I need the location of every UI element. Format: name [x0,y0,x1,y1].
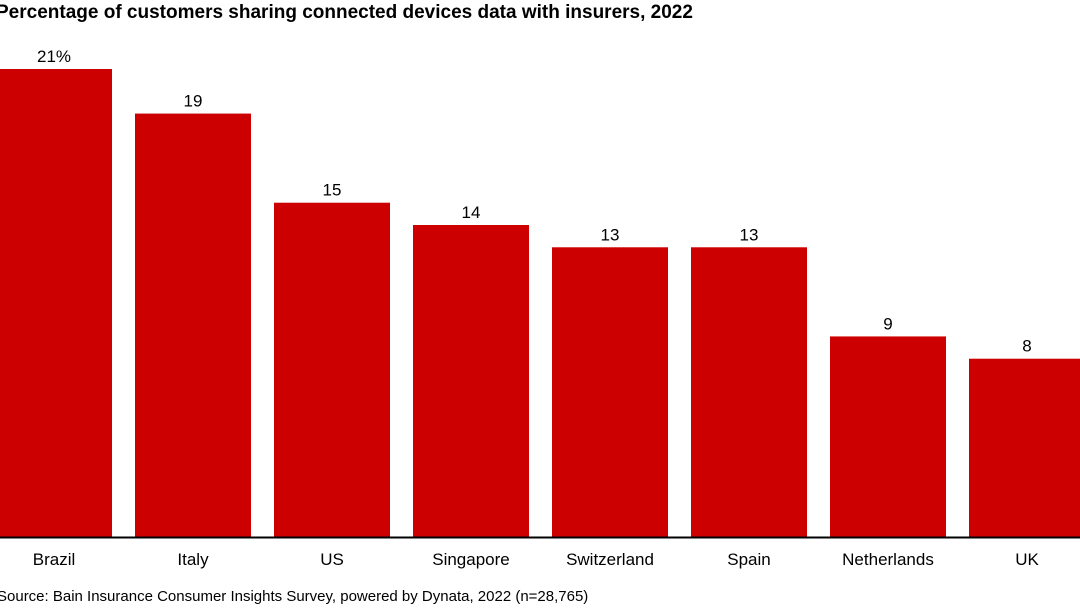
data-label: 19 [184,92,203,111]
bar-uk [969,358,1080,537]
data-label: 21% [37,47,71,66]
x-tick-label: US [320,550,344,569]
x-tick-label: Italy [177,550,209,569]
data-label: 8 [1022,337,1031,356]
data-label: 9 [883,314,892,333]
x-tick-label: UK [1015,550,1039,569]
chart-title: Percentage of customers sharing connecte… [0,2,693,23]
data-label: 15 [323,181,342,200]
bar-spain [691,247,807,538]
bar-netherlands [830,336,946,537]
bar-brazil [0,69,112,537]
x-tick-label: Brazil [33,550,76,569]
bar-italy [135,113,251,538]
data-label: 13 [601,225,620,244]
x-tick-label: Spain [727,550,770,569]
source-note: Source: Bain Insurance Consumer Insights… [0,588,589,605]
x-tick-label: Switzerland [566,550,654,569]
x-tick-label: Singapore [432,550,510,569]
bar-singapore [413,225,529,537]
data-label: 13 [740,225,759,244]
bar-switzerland [552,247,668,538]
bar-us [274,202,390,537]
x-tick-label: Netherlands [842,550,934,569]
data-label: 14 [462,203,481,222]
